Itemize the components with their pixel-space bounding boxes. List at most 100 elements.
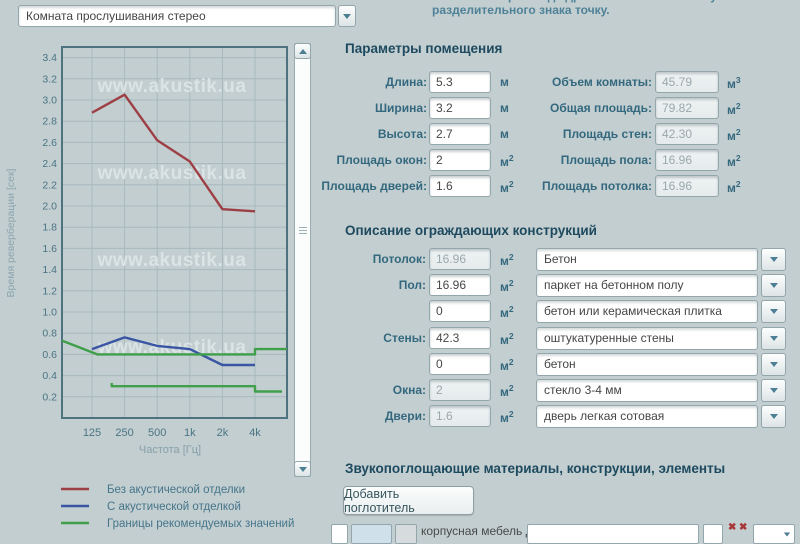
- param-label: Объем комнаты:: [551, 75, 652, 89]
- watermark-text: www.akustik.ua: [97, 250, 247, 271]
- svg-text:2.4: 2.4: [42, 158, 57, 170]
- param-label: Площадь дверей:: [321, 179, 427, 193]
- area-input[interactable]: [429, 300, 491, 322]
- absorbers-heading: Звукопоглощающие материалы, конструкции,…: [345, 461, 726, 476]
- construction-label: Стены:: [383, 331, 426, 345]
- material-dropdown-button[interactable]: [761, 327, 786, 350]
- absorber-unit-box: [395, 524, 417, 544]
- chevron-down-icon: [769, 309, 778, 314]
- note-line-1: Внимание! При вводе дробных чисел исполь…: [432, 0, 782, 3]
- param-input: [655, 149, 719, 171]
- construction-label: Окна:: [392, 383, 426, 397]
- watermark-text: www.akustik.ua: [97, 76, 247, 97]
- absorber-area-input[interactable]: [351, 524, 392, 544]
- unit-label: м2: [500, 357, 514, 373]
- svg-text:1.2: 1.2: [42, 285, 57, 297]
- unit-label: м2: [500, 304, 514, 320]
- svg-text:1.4: 1.4: [42, 264, 57, 276]
- param-input[interactable]: [429, 71, 491, 93]
- material-dropdown-button[interactable]: [761, 379, 786, 402]
- material-dropdown-button[interactable]: [761, 405, 786, 428]
- unit-label: м3: [727, 75, 741, 91]
- area-input[interactable]: [429, 327, 491, 349]
- svg-text:Границы рекомендуемых значений: Границы рекомендуемых значений: [107, 518, 294, 530]
- constructions-heading: Описание ограждающих конструкций: [345, 223, 597, 238]
- param-input: [655, 123, 719, 145]
- material-select[interactable]: дверь легкая сотовая: [536, 405, 758, 428]
- param-label: Ширина:: [374, 101, 427, 115]
- unit-label: м2: [727, 179, 741, 195]
- param-input[interactable]: [429, 149, 491, 171]
- delete-icon[interactable]: ✖: [739, 522, 748, 533]
- area-input[interactable]: [429, 274, 491, 296]
- absorber-mini-box[interactable]: [331, 524, 348, 544]
- svg-text:2k: 2k: [217, 427, 229, 439]
- svg-text:3.0: 3.0: [42, 95, 57, 107]
- chevron-down-icon: [769, 336, 778, 341]
- chevron-down-icon: [769, 257, 778, 262]
- svg-text:1k: 1k: [184, 427, 196, 439]
- room-type-select[interactable]: Комната прослушивания стерео: [18, 5, 336, 27]
- legend-item: С акустической отделкой: [61, 501, 241, 513]
- delete-icon[interactable]: ✖: [728, 522, 737, 533]
- room-params-heading: Параметры помещения: [345, 41, 503, 56]
- param-input[interactable]: [429, 175, 491, 197]
- svg-text:0.6: 0.6: [42, 349, 57, 361]
- svg-text:500: 500: [148, 427, 166, 439]
- param-input: [655, 71, 719, 93]
- param-input: [655, 175, 719, 197]
- unit-label: м2: [500, 278, 514, 294]
- param-input[interactable]: [429, 123, 491, 145]
- material-select[interactable]: оштукатуренные стены: [536, 327, 758, 350]
- svg-text:2.8: 2.8: [42, 116, 57, 128]
- absorber-spinner[interactable]: [753, 524, 795, 544]
- chevron-down-icon: [298, 466, 307, 472]
- chevron-down-icon: [783, 532, 791, 537]
- absorber-select[interactable]: [527, 524, 699, 544]
- unit-label: м2: [500, 179, 514, 195]
- unit-label: м2: [500, 252, 514, 268]
- svg-text:1.8: 1.8: [42, 222, 57, 234]
- unit-label: м2: [727, 153, 741, 169]
- add-absorber-button[interactable]: Добавить поглотитель: [343, 486, 474, 515]
- unit-label: м2: [727, 101, 741, 117]
- param-label: Высота:: [377, 127, 427, 141]
- material-dropdown-button[interactable]: [761, 300, 786, 323]
- svg-text:0.2: 0.2: [42, 391, 57, 403]
- svg-text:2.0: 2.0: [42, 201, 57, 213]
- material-dropdown-button[interactable]: [761, 353, 786, 376]
- chevron-down-icon: [769, 388, 778, 393]
- y-axis-title: Время реверберации [сек]: [5, 168, 17, 297]
- scroll-down-button[interactable]: [294, 461, 311, 477]
- material-select[interactable]: стекло 3-4 мм: [536, 379, 758, 402]
- room-type-dropdown-button[interactable]: [338, 5, 356, 27]
- unit-label: м2: [500, 331, 514, 347]
- svg-text:125: 125: [83, 427, 101, 439]
- material-dropdown-button[interactable]: [761, 274, 786, 297]
- area-input[interactable]: [429, 353, 491, 375]
- param-label: Площадь окон:: [336, 153, 427, 167]
- material-select[interactable]: Бетон: [536, 248, 758, 271]
- unit-label: м2: [500, 409, 514, 425]
- svg-text:0.8: 0.8: [42, 328, 57, 340]
- material-select[interactable]: паркет на бетонном полу: [536, 274, 758, 297]
- material-select[interactable]: бетон: [536, 353, 758, 376]
- chevron-down-icon: [769, 283, 778, 288]
- param-input: [655, 97, 719, 119]
- param-label: Площадь стен:: [562, 127, 652, 141]
- material-dropdown-button[interactable]: [761, 248, 786, 271]
- svg-text:2.6: 2.6: [42, 137, 57, 149]
- chart-scrollbar[interactable]: [294, 43, 311, 477]
- unit-label: м: [500, 101, 509, 115]
- area-input: [429, 248, 491, 270]
- decimal-separator-note: Внимание! При вводе дробных чисел исполь…: [432, 0, 782, 18]
- chevron-up-icon: [298, 48, 307, 54]
- area-input: [429, 379, 491, 401]
- unit-label: м2: [727, 127, 741, 143]
- reverberation-chart: www.akustik.ua www.akustik.ua www.akustik.…: [5, 46, 294, 530]
- param-input[interactable]: [429, 97, 491, 119]
- absorber-count-input[interactable]: [703, 524, 723, 544]
- scroll-up-button[interactable]: [294, 43, 311, 59]
- material-select[interactable]: бетон или керамическая плитка: [536, 300, 758, 323]
- chevron-down-icon: [343, 13, 351, 19]
